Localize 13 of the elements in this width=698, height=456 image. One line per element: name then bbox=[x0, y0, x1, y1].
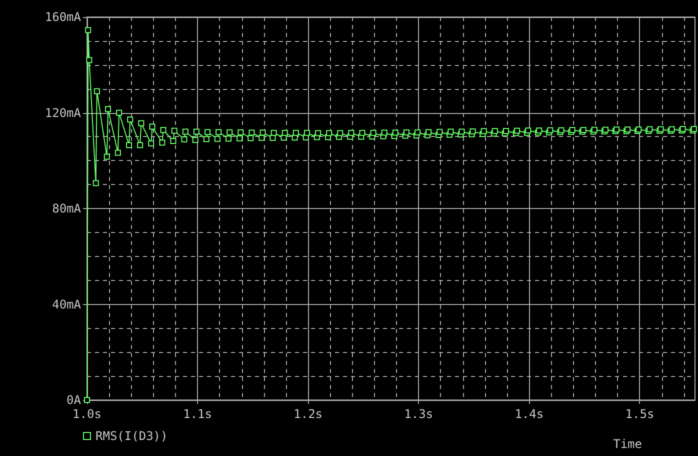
y-tick-label: 0A bbox=[66, 393, 82, 407]
y-tick-label: 120mA bbox=[44, 106, 82, 120]
y-tick-label: 80mA bbox=[52, 202, 82, 216]
x-tick-label: 1.5s bbox=[625, 407, 654, 421]
x-axis-title: Time bbox=[613, 437, 642, 451]
legend-label: RMS(I(D3)) bbox=[96, 429, 168, 443]
x-tick-label: 1.1s bbox=[183, 407, 212, 421]
x-tick-label: 1.3s bbox=[404, 407, 434, 421]
x-tick-label: 1.4s bbox=[514, 407, 544, 421]
y-tick-label: 40mA bbox=[52, 297, 82, 312]
y-tick-label: 160mA bbox=[44, 10, 82, 24]
x-tick-label: 1.2s bbox=[294, 407, 323, 421]
x-tick-label: 1.0s bbox=[72, 407, 102, 421]
